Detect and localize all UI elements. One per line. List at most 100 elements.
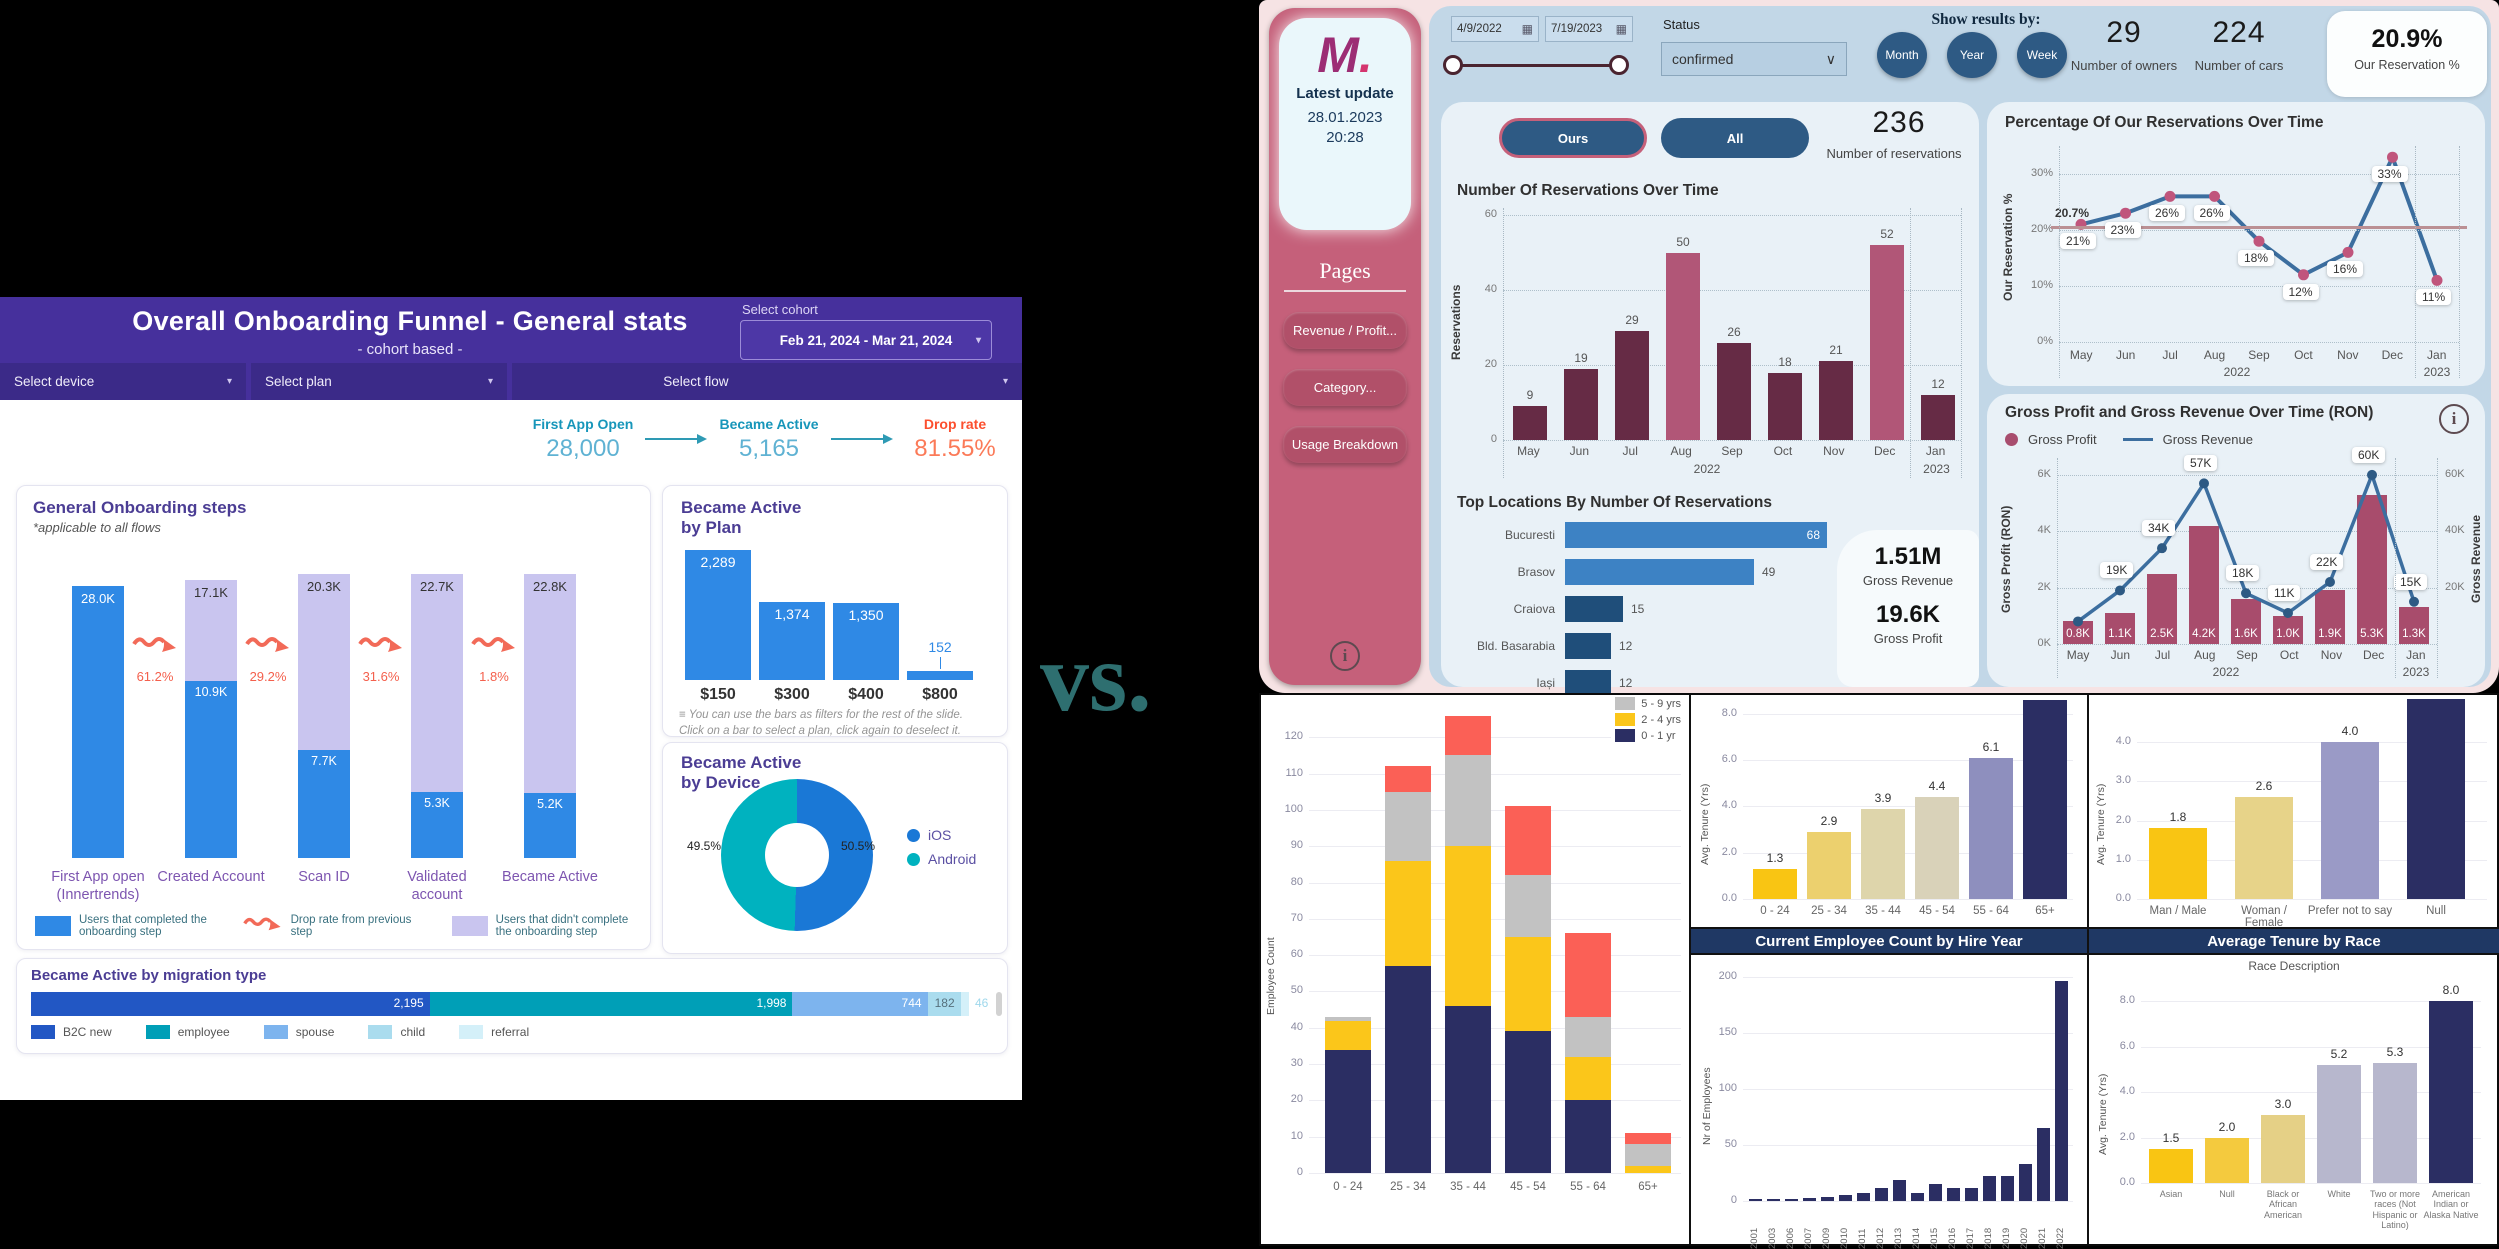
stack-segment[interactable] — [1565, 1100, 1611, 1173]
migration-segment[interactable]: 744 — [792, 992, 928, 1016]
plan-bar[interactable]: 1,350 — [833, 603, 899, 680]
reservations-bar[interactable] — [1717, 343, 1751, 440]
bar[interactable] — [1875, 1187, 1888, 1201]
stack-segment[interactable] — [1565, 1056, 1611, 1101]
date-range-slider[interactable] — [1455, 64, 1621, 67]
stack-segment[interactable] — [1325, 1020, 1371, 1050]
profit-bar[interactable] — [2315, 590, 2345, 644]
migration-segment[interactable] — [960, 992, 969, 1016]
bar[interactable] — [1915, 797, 1959, 899]
bar[interactable] — [1821, 1196, 1834, 1201]
scrollbar-thumb[interactable] — [996, 992, 1002, 1016]
info-button[interactable]: i — [1330, 641, 1360, 671]
location-row[interactable]: Craiova 15 — [1457, 590, 1843, 627]
bar[interactable] — [2373, 1062, 2417, 1183]
bar[interactable] — [2149, 1148, 2193, 1183]
bar[interactable] — [2149, 828, 2207, 899]
device-filter-select[interactable]: Select device ▾ — [0, 363, 246, 400]
reservations-bar[interactable] — [1870, 245, 1904, 440]
info-button[interactable]: i — [2439, 404, 2469, 434]
funnel-bar[interactable]: 17.1K 10.9K — [185, 580, 237, 858]
stack-segment[interactable] — [1445, 846, 1491, 1006]
status-select[interactable]: confirmed ∨ — [1661, 42, 1847, 76]
location-row[interactable]: Brasov 49 — [1457, 553, 1843, 590]
stack-segment[interactable] — [1625, 1143, 1671, 1166]
flow-filter-select[interactable]: Select flow ▾ — [512, 363, 1022, 400]
bar[interactable] — [1947, 1187, 1960, 1201]
bar[interactable] — [1807, 831, 1851, 899]
bar[interactable] — [2235, 797, 2293, 899]
stack-segment[interactable] — [1385, 966, 1431, 1173]
funnel-bar[interactable]: 22.8K 5.2K — [524, 574, 576, 858]
funnel-bar[interactable]: 20.3K 7.7K — [298, 574, 350, 858]
migration-segment[interactable]: 2,195 — [31, 992, 430, 1016]
bar[interactable] — [2321, 742, 2379, 899]
bar[interactable] — [1965, 1187, 1978, 1201]
bar[interactable] — [1983, 1176, 1996, 1201]
profit-bar[interactable] — [2231, 599, 2261, 644]
bar[interactable] — [2317, 1064, 2361, 1183]
week-button[interactable]: Week — [2017, 32, 2067, 78]
migration-segment[interactable]: 1,998 — [429, 992, 793, 1016]
stack-segment[interactable] — [1445, 1006, 1491, 1173]
plan-bar[interactable]: 2,289 — [685, 550, 751, 680]
stack-segment[interactable] — [1385, 766, 1431, 792]
bar[interactable] — [1893, 1179, 1906, 1201]
all-toggle-button[interactable]: All — [1661, 118, 1809, 158]
bar[interactable] — [2023, 699, 2067, 899]
plan-bar[interactable]: 1,374 — [759, 602, 825, 680]
profit-bar[interactable] — [2273, 616, 2303, 644]
stack-segment[interactable] — [1625, 1133, 1671, 1144]
sidebar-item-usage-breakdown[interactable]: Usage Breakdown — [1283, 426, 1407, 463]
cohort-select[interactable]: Feb 21, 2024 - Mar 21, 2024 ▾ — [740, 320, 992, 360]
bar[interactable] — [1803, 1197, 1816, 1201]
reservations-bar[interactable] — [1513, 406, 1547, 440]
bar[interactable] — [1753, 868, 1797, 899]
bar[interactable] — [2037, 1128, 2050, 1201]
bar[interactable] — [1911, 1193, 1924, 1201]
year-button[interactable]: Year — [1947, 32, 1997, 78]
bar[interactable] — [1857, 1193, 1870, 1201]
bar[interactable] — [2019, 1163, 2032, 1201]
sidebar-item-category[interactable]: Category... — [1283, 369, 1407, 406]
bar[interactable] — [2205, 1137, 2249, 1183]
sidebar-item-revenue-profit[interactable]: Revenue / Profit... — [1283, 312, 1407, 349]
date-to-input[interactable]: 7/19/2023 ▦ — [1545, 16, 1633, 42]
plan-filter-select[interactable]: Select plan ▾ — [251, 363, 507, 400]
stack-segment[interactable] — [1445, 715, 1491, 756]
stack-segment[interactable] — [1625, 1165, 1671, 1173]
stack-segment[interactable] — [1505, 937, 1551, 1032]
profit-bar[interactable] — [2189, 526, 2219, 644]
stack-segment[interactable] — [1325, 1016, 1371, 1021]
reservations-bar[interactable] — [1666, 253, 1700, 440]
reservations-bar[interactable] — [1768, 373, 1802, 440]
reservations-bar[interactable] — [1615, 331, 1649, 440]
stack-segment[interactable] — [1565, 1016, 1611, 1057]
bar[interactable] — [1861, 808, 1905, 899]
funnel-bar[interactable]: 22.7K 5.3K — [411, 574, 463, 858]
profit-bar[interactable] — [2147, 574, 2177, 644]
stack-segment[interactable] — [1505, 1031, 1551, 1173]
stack-segment[interactable] — [1385, 860, 1431, 967]
plan-bar[interactable] — [907, 671, 973, 680]
bar[interactable] — [2055, 981, 2068, 1201]
month-button[interactable]: Month — [1877, 32, 1927, 78]
funnel-bar[interactable]: 28.0K — [72, 586, 124, 858]
stack-segment[interactable] — [1445, 755, 1491, 847]
profit-bar[interactable] — [2399, 607, 2429, 644]
bar[interactable] — [1969, 757, 2013, 899]
stack-segment[interactable] — [1505, 875, 1551, 937]
stack-segment[interactable] — [1565, 933, 1611, 1017]
profit-bar[interactable] — [2357, 495, 2387, 644]
slider-handle-start[interactable] — [1443, 55, 1463, 75]
stack-segment[interactable] — [1325, 1049, 1371, 1173]
reservations-bar[interactable] — [1564, 369, 1598, 440]
bar[interactable] — [2407, 698, 2465, 899]
reservations-bar[interactable] — [1819, 361, 1853, 440]
slider-handle-end[interactable] — [1609, 55, 1629, 75]
location-row[interactable]: Bld. Basarabia 12 — [1457, 627, 1843, 664]
bar[interactable] — [2261, 1114, 2305, 1183]
bar[interactable] — [1929, 1184, 1942, 1201]
bar[interactable] — [1767, 1198, 1780, 1201]
profit-bar[interactable] — [2105, 613, 2135, 644]
